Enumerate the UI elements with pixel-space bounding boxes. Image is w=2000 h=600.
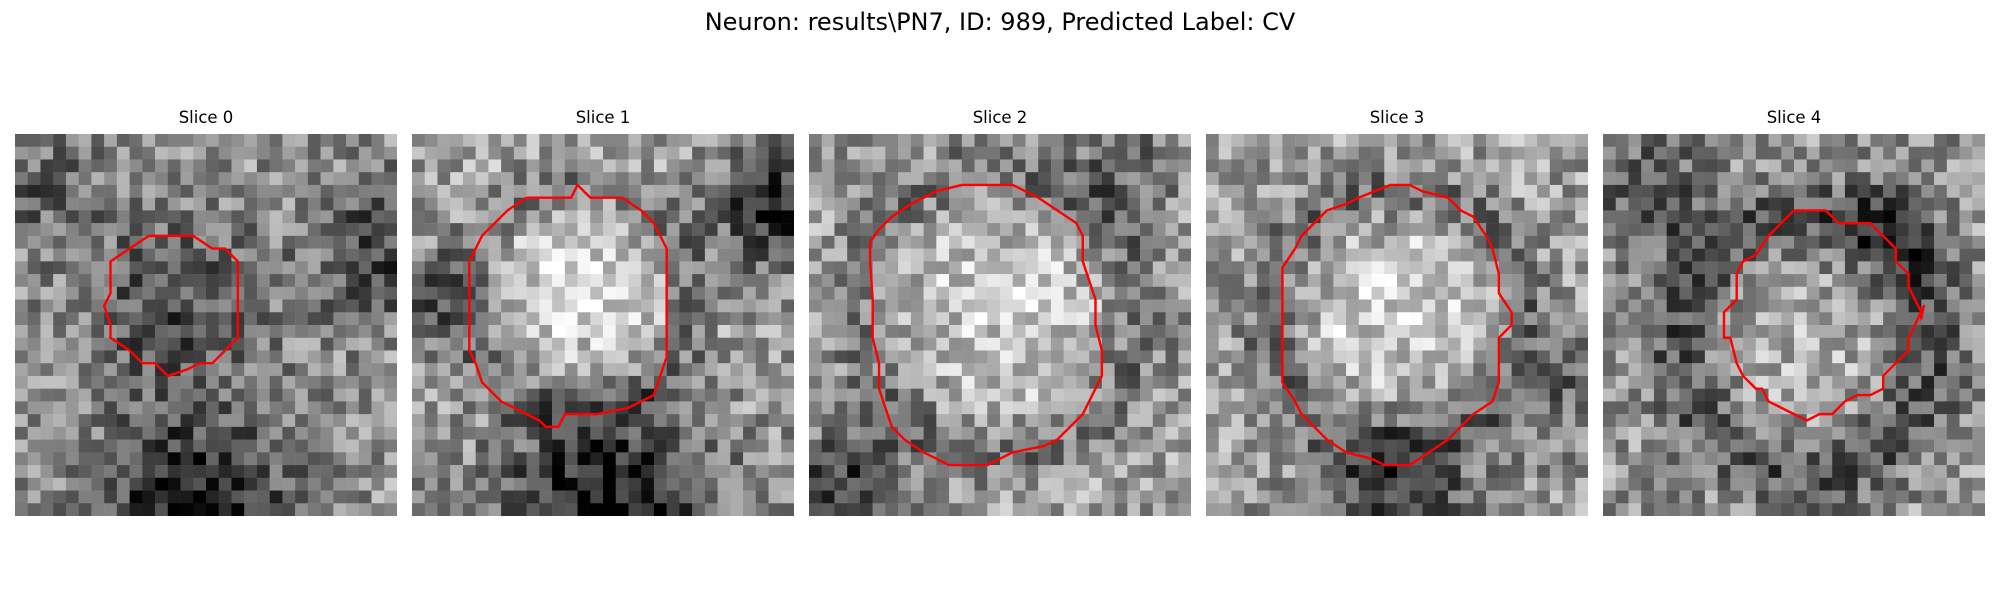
slice-panel-1: Slice 1: [412, 108, 794, 128]
slice-title: Slice 3: [1206, 108, 1588, 128]
grayscale-pixel-grid: [1206, 134, 1588, 516]
slice-image: [1206, 134, 1588, 516]
slice-title: Slice 1: [412, 108, 794, 128]
slice-panel-0: Slice 0: [15, 108, 397, 128]
grayscale-pixel-grid: [1603, 134, 1985, 516]
slice-image: [1603, 134, 1985, 516]
figure-title: Neuron: results\PN7, ID: 989, Predicted …: [0, 8, 2000, 36]
slice-image: [15, 134, 397, 516]
slice-panel-4: Slice 4: [1603, 108, 1985, 128]
slice-panel-3: Slice 3: [1206, 108, 1588, 128]
slice-panel-2: Slice 2: [809, 108, 1191, 128]
slice-title: Slice 4: [1603, 108, 1985, 128]
slice-title: Slice 2: [809, 108, 1191, 128]
slice-image: [809, 134, 1191, 516]
grayscale-pixel-grid: [15, 134, 397, 516]
slice-image: [412, 134, 794, 516]
slice-title: Slice 0: [15, 108, 397, 128]
